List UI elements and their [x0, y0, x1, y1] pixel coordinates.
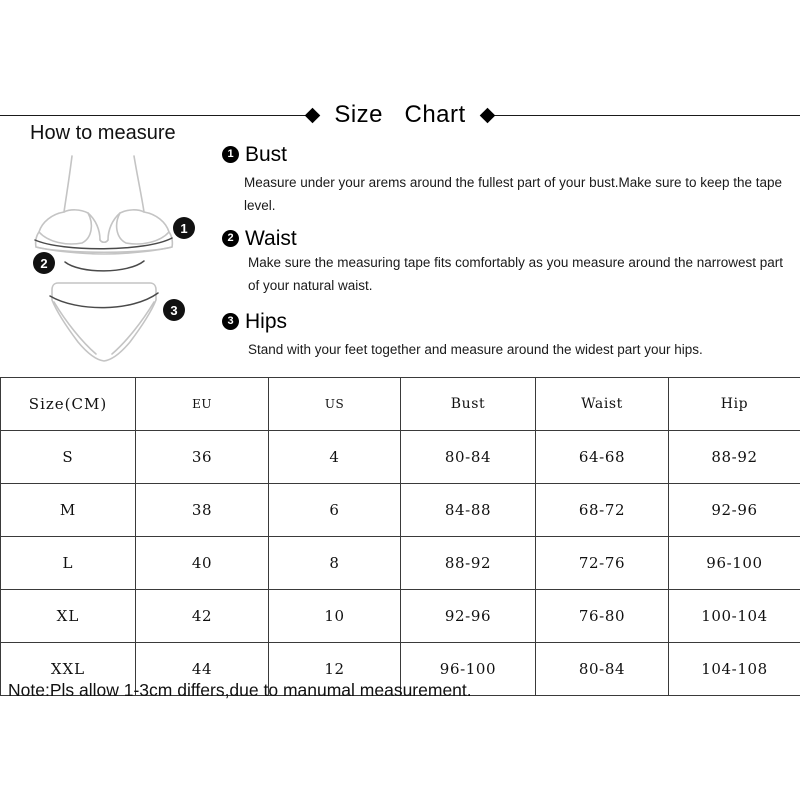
cell-us: 10	[268, 589, 401, 643]
cell-us: 12	[268, 642, 401, 696]
instructions-panel: 1 Bust Measure under your arems around t…	[222, 143, 787, 365]
cell-bust: 80-84	[400, 430, 536, 484]
illustration-marker-2: 2	[33, 252, 55, 274]
page-title: Size Chart	[334, 101, 466, 128]
table-row: L 40 8 88-92 72-76 96-100	[0, 536, 800, 590]
illustration-marker-1: 1	[173, 217, 195, 239]
number-badge-2-icon: 2	[222, 229, 239, 247]
size-chart-table: Size(CM) EU US Bust Waist Hip S 36 4 80-…	[0, 377, 800, 696]
instruction-block-hips: 3 Hips Stand with your feet together and…	[222, 310, 787, 361]
table-row: S 36 4 80-84 64-68 88-92	[0, 430, 800, 484]
instruction-block-bust: 1 Bust Measure under your arems around t…	[222, 143, 787, 218]
lingerie-illustration: 1 2 3	[22, 150, 222, 365]
cell-hip: 100-104	[668, 589, 800, 643]
cell-hip: 92-96	[668, 483, 800, 537]
svg-text:1: 1	[180, 221, 187, 236]
cell-waist: 64-68	[535, 430, 669, 484]
cell-eu: 38	[135, 483, 269, 537]
table-header-row: Size(CM) EU US Bust Waist Hip	[0, 377, 800, 431]
cell-size: S	[0, 430, 136, 484]
cell-size: M	[0, 483, 136, 537]
cell-bust: 92-96	[400, 589, 536, 643]
diamond-icon-right	[479, 107, 495, 123]
cell-bust: 84-88	[400, 483, 536, 537]
cell-waist: 68-72	[535, 483, 669, 537]
table-header-eu: EU	[135, 377, 269, 431]
tape-line-bust	[34, 237, 173, 250]
cell-eu: 42	[135, 589, 269, 643]
instruction-heading-hips: 3 Hips	[222, 310, 787, 333]
table-header-size: Size(CM)	[0, 377, 136, 431]
title-bar: Size Chart	[0, 98, 800, 132]
how-to-measure-heading: How to measure	[30, 122, 176, 144]
tape-line-waist	[64, 260, 145, 272]
cell-eu: 44	[135, 642, 269, 696]
instruction-body-hips: Stand with your feet together and measur…	[248, 342, 703, 358]
title-rule-left	[0, 114, 308, 116]
cell-eu: 36	[135, 430, 269, 484]
instruction-title-waist: Waist	[245, 226, 297, 250]
table-header-us: US	[268, 377, 401, 431]
cell-size: XL	[0, 589, 136, 643]
illustration-marker-3: 3	[163, 299, 185, 321]
instruction-heading-waist: 2 Waist	[222, 227, 787, 250]
svg-text:2: 2	[40, 256, 47, 271]
diamond-icon-left	[305, 107, 321, 123]
table-row: M 38 6 84-88 68-72 92-96	[0, 483, 800, 537]
table-row: XXL 44 12 96-100 80-84 104-108	[0, 642, 800, 696]
instruction-heading-bust: 1 Bust	[222, 143, 787, 166]
instruction-body-bust: Measure under your arems around the full…	[244, 175, 783, 214]
cell-waist: 76-80	[535, 589, 669, 643]
cell-size: XXL	[0, 642, 136, 696]
table-header-bust: Bust	[400, 377, 536, 431]
number-badge-1-icon: 1	[222, 146, 239, 164]
tape-line-hip	[49, 292, 159, 309]
table-header-hip: Hip	[668, 377, 800, 431]
cell-bust: 88-92	[400, 536, 536, 590]
svg-text:3: 3	[170, 303, 177, 318]
cell-hip: 88-92	[668, 430, 800, 484]
table-header-waist: Waist	[535, 377, 669, 431]
cell-us: 4	[268, 430, 401, 484]
instruction-title-hips: Hips	[245, 310, 288, 334]
cell-waist: 80-84	[535, 642, 669, 696]
cell-hip: 104-108	[668, 642, 800, 696]
title-rule-right	[492, 114, 800, 116]
instruction-block-waist: 2 Waist Make sure the measuring tape fit…	[222, 227, 787, 298]
cell-us: 6	[268, 483, 401, 537]
number-badge-3-icon: 3	[222, 313, 239, 331]
cell-eu: 40	[135, 536, 269, 590]
cell-size: L	[0, 536, 136, 590]
measurement-note: Note:Pls allow 1-3cm differs,due to manu…	[8, 680, 472, 700]
instruction-title-bust: Bust	[245, 143, 288, 166]
cell-hip: 96-100	[668, 536, 800, 590]
cell-us: 8	[268, 536, 401, 590]
cell-bust: 96-100	[400, 642, 536, 696]
table-row: XL 42 10 92-96 76-80 100-104	[0, 589, 800, 643]
cell-waist: 72-76	[535, 536, 669, 590]
instruction-body-waist: Make sure the measuring tape fits comfor…	[248, 254, 784, 293]
